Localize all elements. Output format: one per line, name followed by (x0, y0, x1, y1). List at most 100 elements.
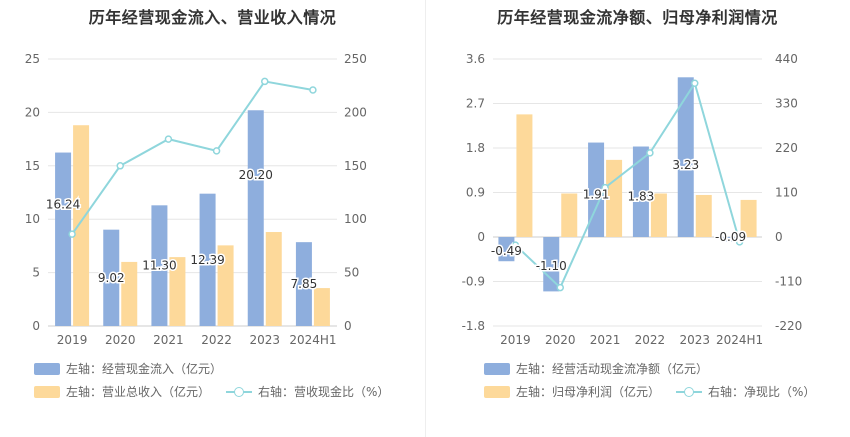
line-point (261, 77, 269, 86)
left-legend-label-1: 左轴：经营现金流入（亿元） (66, 362, 223, 376)
left-legend-item-ratio[interactable]: 右轴：营收现金比（%） (226, 383, 389, 400)
bar (722, 237, 739, 242)
y-right-tick-label: 50 (344, 266, 359, 280)
right-legend-label-2: 左轴：归母净利润（亿元） (516, 385, 661, 399)
line-series (514, 80, 741, 290)
data-label: -0.09 (715, 230, 746, 244)
bar (295, 242, 312, 326)
y-right-tick-label: -110 (775, 275, 802, 289)
data-label: 11.30 (142, 259, 176, 273)
left-chart-title: 历年经营现金流入、营业收入情况 (88, 8, 337, 27)
bar (169, 257, 186, 326)
data-label: 7.85 (291, 277, 318, 291)
right-legend-row-1: 左轴：经营活动现金流净额（亿元） (484, 360, 724, 377)
right-chart: -1.8 -0.9 0 0.9 1.8 2.7 3.6 -220 -110 0 110 220 330 4… (462, 52, 803, 347)
data-label: 1.83 (628, 189, 655, 203)
data-label: 3.23 (672, 158, 699, 172)
line-point (556, 283, 564, 292)
left-legend-row-2: 左轴：营业总收入（亿元） 右轴：营收现金比（%） (34, 383, 405, 400)
y-right-tick-label: 110 (775, 186, 798, 200)
x-tick-label: 2019 (500, 333, 531, 347)
right-legend-item-net-profit[interactable]: 左轴：归母净利润（亿元） (484, 383, 660, 400)
right-legend-row-2: 左轴：归母净利润（亿元） 右轴：净现比（%） (484, 383, 831, 400)
y-right-tick-label: 250 (344, 52, 367, 66)
bar (247, 110, 264, 326)
x-tick-label: 2024H1 (716, 333, 763, 347)
data-label: 1.91 (583, 188, 610, 202)
x-tick-label: 2021 (153, 333, 184, 347)
legend-swatch-orange (484, 385, 510, 398)
bar (543, 237, 560, 292)
bar (677, 77, 694, 238)
x-tick-label: 2023 (679, 333, 710, 347)
bar (199, 193, 216, 326)
left-legend-label-3: 右轴：营收现金比（%） (258, 385, 390, 399)
right-legend-item-ratio[interactable]: 右轴：净现比（%） (676, 383, 815, 400)
y-left-tick-label: 1.8 (466, 141, 485, 155)
left-legend-row-1: 左轴：经营现金流入（亿元） (34, 360, 238, 377)
line-point (735, 238, 744, 246)
y-left-tick-label: 0 (477, 230, 485, 244)
legend-swatch-orange (34, 385, 60, 398)
line-series (71, 80, 314, 235)
bar (740, 199, 757, 237)
x-tick-label: 2021 (590, 333, 621, 347)
y-right-tick-label: 0 (344, 319, 352, 333)
left-panel: 历年经营现金流入、营业收入情况 0 5 10 15 20 25 0 50 100 150 200 25… (25, 8, 405, 400)
right-legend-label-1: 左轴：经营活动现金流净额（亿元） (516, 362, 709, 376)
data-label: 16.24 (46, 198, 80, 212)
left-legend-item-revenue[interactable]: 左轴：营业总收入（亿元） (34, 383, 210, 400)
bar (217, 245, 234, 326)
y-right-tick-label: 200 (344, 105, 367, 119)
bar (632, 146, 649, 237)
right-legend-label-3: 右轴：净现比（%） (708, 385, 816, 399)
line-point (511, 241, 520, 249)
y-left-tick-label: 10 (25, 212, 40, 226)
y-right-tick-label: 220 (775, 141, 798, 155)
legend-swatch-blue (34, 362, 60, 375)
x-tick-label: 2020 (545, 333, 576, 347)
data-label: 9.02 (98, 271, 125, 285)
line-point (646, 149, 654, 157)
x-tick-label: 2022 (201, 333, 232, 347)
bar (73, 125, 90, 326)
line-point (212, 147, 221, 155)
bar (103, 229, 120, 326)
bar (650, 193, 667, 237)
right-panel: 历年经营现金流净额、归母净利润情况 -1.8 -0.9 0 0.9 1.8 2.7 3.6-… (425, 0, 850, 437)
left-legend-item-cash-inflow[interactable]: 左轴：经营现金流入（亿元） (34, 360, 222, 377)
legend-line-marker-icon (226, 386, 253, 398)
line-point (309, 86, 317, 94)
bar (121, 261, 138, 326)
bar (588, 142, 605, 237)
y-right-tick-label: -220 (775, 319, 802, 333)
y-right-tick-label: 0 (775, 230, 783, 244)
left-legend-label-2: 左轴：营业总收入（亿元） (66, 385, 211, 399)
x-tick-label: 2023 (249, 333, 280, 347)
y-left-tick-label: 20 (25, 105, 40, 119)
x-tick-label: 2019 (57, 333, 88, 347)
line-point (68, 230, 76, 238)
y-left-tick-label: 0.9 (466, 186, 485, 200)
bar (265, 232, 282, 326)
y-right-tick-label: 150 (344, 159, 367, 173)
bar (498, 237, 515, 262)
y-left-tick-label: 2.7 (466, 97, 485, 111)
bar (313, 288, 330, 326)
data-label: 20.20 (239, 168, 273, 182)
y-left-tick-label: -0.9 (462, 275, 485, 289)
y-left-tick-label: 25 (25, 52, 40, 66)
y-left-tick-label: 15 (25, 159, 40, 173)
line-point (116, 162, 124, 170)
x-tick-label: 2024H1 (289, 333, 336, 347)
y-left-tick-label: 5 (32, 266, 40, 280)
y-right-tick-label: 440 (775, 52, 798, 66)
bar (695, 194, 712, 237)
right-legend-item-net-cash[interactable]: 左轴：经营活动现金流净额（亿元） (484, 360, 708, 377)
y-left-tick-label: 0 (32, 319, 40, 333)
y-right-tick-label: 100 (344, 212, 367, 226)
x-tick-label: 2022 (635, 333, 666, 347)
bar (606, 159, 623, 237)
